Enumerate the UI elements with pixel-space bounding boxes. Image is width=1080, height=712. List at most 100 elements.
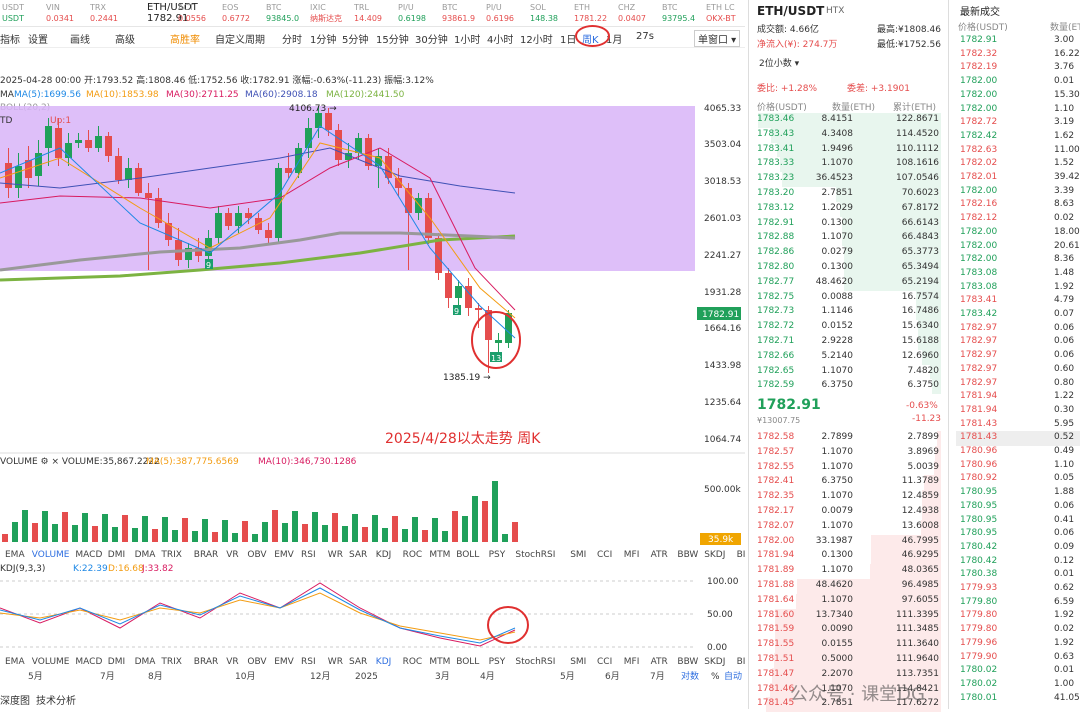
indicator-tab[interactable]: ROC [403,550,423,560]
orderbook-row[interactable]: 1781.94 0.1300 46.9295 [755,549,941,565]
toolbar-item-5[interactable]: 自定义周期 [215,35,265,46]
indicator-tab[interactable]: BOLL [456,657,479,667]
ticker-item[interactable]: TRL 14.409 [354,2,382,24]
orderbook-row[interactable]: 1783.23 36.4523 107.0546 [755,172,941,187]
orderbook-row[interactable]: 1783.33 1.1070 108.1616 [755,157,941,173]
orderbook-row[interactable]: 1782.77 48.4620 65.2194 [755,275,941,291]
kline-chart[interactable]: 2025-04-28 00:00 开:1793.52 高:1808.46 低:1… [0,48,758,688]
orderbook-row[interactable]: 1782.66 5.2140 12.6960 [755,349,941,365]
indicator-tab[interactable]: DMI [108,657,125,667]
indicator-tab[interactable]: RSI [301,550,316,560]
toolbar-item-4[interactable]: 高胜率 [170,35,200,46]
log-scale-toggle[interactable]: 对数 [681,670,699,682]
ticker-item[interactable]: PI/U 0.6198 [398,2,426,24]
ticker-item[interactable]: EOS 0.6772 [222,2,250,24]
ticker-item[interactable]: BTC 93861.9 [442,2,475,24]
indicator-tab[interactable]: SAR [349,550,367,560]
orderbook-row[interactable]: 1783.41 1.9496 110.1112 [755,142,941,158]
orderbook-row[interactable]: 1782.41 6.3750 11.3789 [755,475,941,491]
ticker-item[interactable]: SOL 148.38 [530,2,558,24]
indicator-tab[interactable]: WR [328,657,343,667]
indicator-tab[interactable]: KDJ [376,550,392,560]
indicator-tab[interactable]: BIAS [737,657,758,667]
indicator-tab[interactable]: PSY [489,657,506,667]
indicator-tab[interactable]: KDJ [376,657,392,667]
indicator-tab[interactable]: DMI [108,550,125,560]
toolbar-item-0[interactable]: 指标 [0,35,20,46]
indicator-tab[interactable]: TRIX [160,657,182,667]
auto-scale-toggle[interactable]: 自动 [724,670,742,682]
orderbook-row[interactable]: 1782.91 0.1300 66.6143 [755,216,941,232]
indicator-tab[interactable]: PSY [489,550,506,560]
orderbook-row[interactable]: 1782.35 1.1070 12.4859 [755,490,941,505]
orderbook-row[interactable]: 1781.51 0.5000 111.9640 [755,653,941,668]
toolbar-item-6[interactable]: 分时 [282,35,302,46]
ticker-item[interactable]: BTC 93845.0 [266,2,299,24]
indicator-tab[interactable]: VOLUME [32,550,70,560]
indicator-tab[interactable]: EMV [274,657,294,667]
window-mode-select[interactable]: 单窗口 ▾ [694,30,741,47]
toolbar-item-11[interactable]: 1小时 [454,35,481,46]
ticker-item[interactable]: ETH LC OKX-BT [706,2,736,24]
orderbook-row[interactable]: 1783.43 4.3408 114.4520 [755,127,941,143]
indicator-tab[interactable]: MACD [75,657,102,667]
orderbook-row[interactable]: 1782.55 1.1070 5.0039 [755,460,941,476]
ticker-item[interactable]: USDT USDT [2,2,24,24]
indicator-tab[interactable]: OBV [247,657,267,667]
toolbar-item-8[interactable]: 5分钟 [342,35,369,46]
ticker-item[interactable]: IXIC 纳斯达克 [310,2,342,24]
indicator-tab[interactable]: SMI [570,657,586,667]
orderbook-row[interactable]: 1782.88 1.1070 66.4843 [755,231,941,247]
indicator-tab[interactable]: MTM [429,550,450,560]
ticker-item[interactable]: TRX 0.2441 [90,2,118,24]
tab-depth-chart[interactable]: 深度图 [0,696,30,707]
orderbook-row[interactable]: 1781.55 0.0155 111.3640 [755,638,941,653]
indicator-tab[interactable]: CCI [597,657,612,667]
indicator-tab[interactable]: VR [226,657,238,667]
toolbar-item-3[interactable]: 高级 [115,35,135,46]
orderbook-row[interactable]: 1782.73 1.1146 16.7486 [755,305,941,321]
toolbar-item-2[interactable]: 画线 [70,35,90,46]
orderbook-row[interactable]: 1781.46 1.1070 114.8421 [755,682,941,698]
indicator-tab[interactable]: MFI [624,657,640,667]
indicator-tab[interactable]: SKDJ [704,657,725,667]
orderbook-row[interactable]: 1782.75 0.0088 16.7574 [755,290,941,306]
orderbook-row[interactable]: 1782.86 0.0279 65.3773 [755,246,941,261]
indicator-tab[interactable]: ATR [651,550,668,560]
indicator-tab[interactable]: BIAS [737,550,758,560]
decimals-select[interactable]: 2位小数 ▾ [759,59,800,69]
percent-scale-toggle[interactable]: % [711,672,720,682]
orderbook-row[interactable]: 1782.07 1.1070 13.6008 [755,519,941,535]
ticker-item[interactable]: ETH 1781.22 [574,2,607,24]
indicator-tab[interactable]: DMA [135,550,157,560]
toolbar-item-1[interactable]: 设置 [28,35,48,46]
orderbook-row[interactable]: 1781.59 0.0090 111.3485 [755,623,941,639]
orderbook-row[interactable]: 1783.12 1.2029 67.8172 [755,201,941,217]
ticker-item[interactable]: CHZ 0.0407 [618,2,646,24]
indicator-tab[interactable]: VOLUME [32,657,70,667]
indicator-tab[interactable]: SAR [349,657,367,667]
indicator-tab[interactable]: MTM [429,657,450,667]
orderbook-row[interactable]: 1781.89 1.1070 48.0365 [755,564,941,579]
orderbook-row[interactable]: 1781.45 2.7851 117.6272 [755,697,941,712]
ticker-item[interactable]: PI/U 0.6196 [486,2,514,24]
indicator-tab[interactable]: RSI [301,657,316,667]
orderbook-row[interactable]: 1781.47 2.2070 113.7351 [755,667,941,683]
indicator-tab[interactable]: ATR [651,657,668,667]
indicator-tab[interactable]: VR [226,550,238,560]
toolbar-item-9[interactable]: 15分钟 [376,35,409,46]
indicator-tab[interactable]: StochRSI [515,550,555,560]
orderbook-row[interactable]: 1781.60 13.7340 111.3395 [755,608,941,624]
indicator-tab[interactable]: EMA [5,550,25,560]
indicator-tab[interactable]: MFI [624,550,640,560]
indicator-tab[interactable]: BRAR [194,550,218,560]
orderbook-row[interactable]: 1782.58 2.7899 2.7899 [755,431,941,446]
indicator-tab[interactable]: MACD [75,550,102,560]
orderbook-row[interactable]: 1782.57 1.1070 3.8969 [755,445,941,461]
indicator-tab[interactable]: WR [328,550,343,560]
toolbar-item-13[interactable]: 12小时 [520,35,553,46]
indicator-tab[interactable]: BRAR [194,657,218,667]
toolbar-item-16[interactable]: 1月 [606,35,623,46]
orderbook-row[interactable]: 1782.17 0.0079 12.4938 [755,505,941,520]
indicator-tab[interactable]: CCI [597,550,612,560]
